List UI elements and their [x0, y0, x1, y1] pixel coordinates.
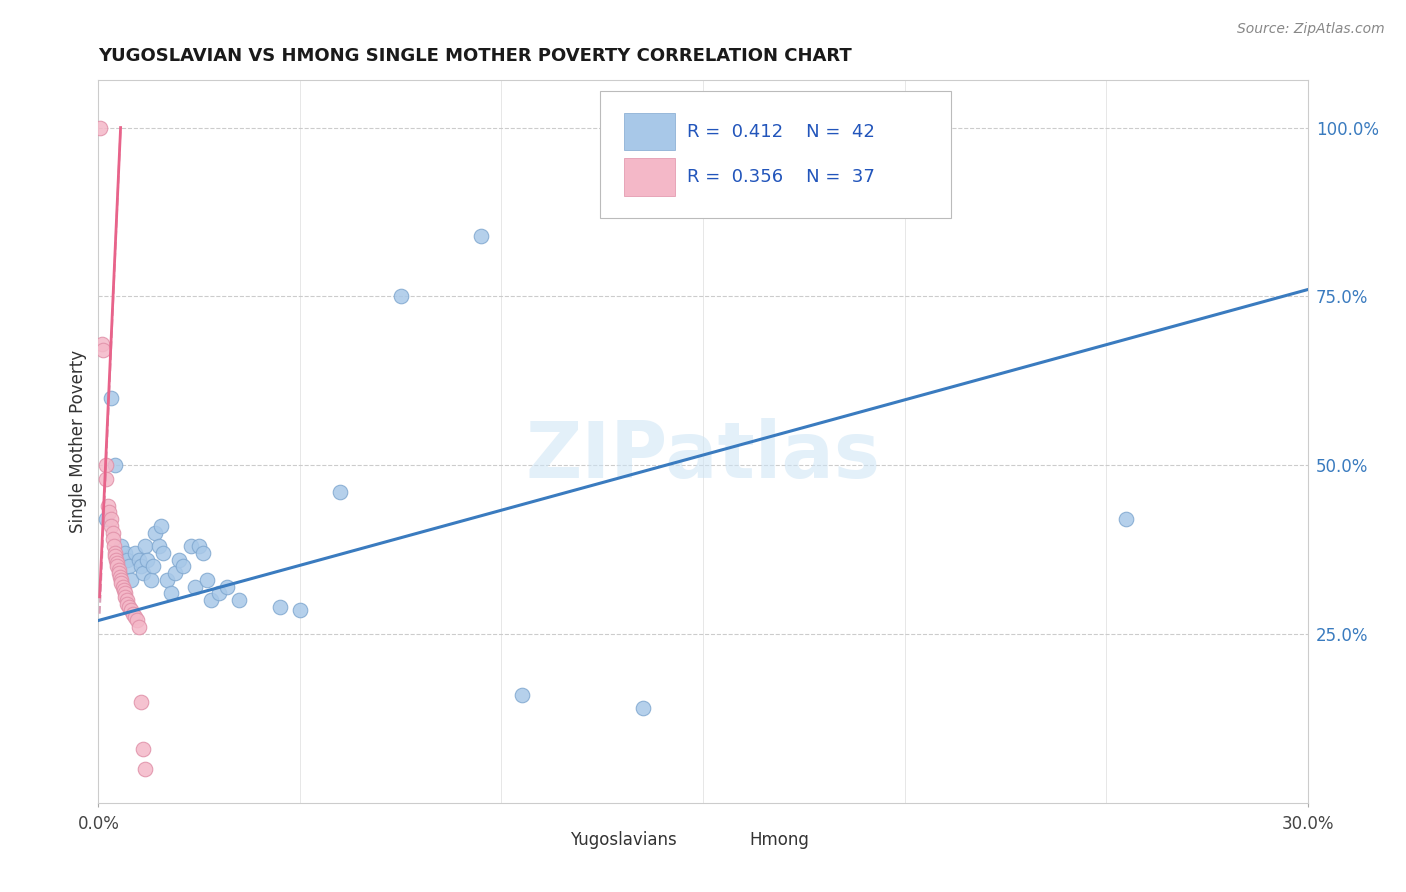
- Point: [124, 610, 146, 624]
- Point: [134, 539, 156, 553]
- Point: [108, 566, 131, 581]
- Text: Yugoslavians: Yugoslavians: [569, 831, 676, 849]
- Point: [108, 569, 131, 583]
- Point: [120, 573, 142, 587]
- Point: [163, 566, 186, 581]
- Point: [100, 519, 122, 533]
- Point: [124, 546, 146, 560]
- Point: [118, 559, 141, 574]
- Point: [135, 552, 157, 566]
- Point: [139, 573, 162, 587]
- Point: [184, 580, 207, 594]
- Point: [470, 228, 492, 243]
- Point: [103, 539, 125, 553]
- Point: [180, 539, 202, 553]
- Point: [269, 599, 291, 614]
- Text: ZIPatlas: ZIPatlas: [526, 418, 880, 494]
- Point: [110, 539, 132, 553]
- Point: [389, 289, 412, 303]
- Point: [91, 336, 114, 351]
- Point: [188, 539, 211, 553]
- Point: [132, 566, 155, 581]
- Point: [89, 120, 111, 135]
- Point: [105, 559, 128, 574]
- Point: [134, 762, 156, 776]
- Text: YUGOSLAVIAN VS HMONG SINGLE MOTHER POVERTY CORRELATION CHART: YUGOSLAVIAN VS HMONG SINGLE MOTHER POVER…: [98, 47, 852, 65]
- Point: [329, 485, 352, 500]
- Point: [114, 546, 136, 560]
- Point: [132, 741, 155, 756]
- Point: [1115, 512, 1137, 526]
- Point: [115, 593, 138, 607]
- Point: [160, 586, 183, 600]
- Point: [142, 559, 165, 574]
- Point: [208, 586, 231, 600]
- Point: [156, 573, 179, 587]
- Point: [110, 573, 132, 587]
- Point: [104, 552, 127, 566]
- Point: [94, 458, 117, 472]
- Point: [112, 583, 135, 598]
- Point: [103, 533, 125, 547]
- Y-axis label: Single Mother Poverty: Single Mother Poverty: [69, 350, 87, 533]
- Point: [91, 343, 114, 358]
- Point: [96, 472, 118, 486]
- Point: [143, 525, 166, 540]
- Point: [510, 688, 533, 702]
- Point: [103, 546, 125, 560]
- Text: R =  0.412    N =  42: R = 0.412 N = 42: [688, 122, 875, 141]
- Point: [100, 391, 122, 405]
- FancyBboxPatch shape: [707, 828, 745, 854]
- Point: [97, 499, 120, 513]
- Point: [101, 525, 124, 540]
- Point: [129, 694, 152, 708]
- Point: [115, 552, 138, 566]
- Point: [100, 512, 122, 526]
- Point: [118, 599, 141, 614]
- Point: [111, 580, 134, 594]
- Point: [200, 593, 222, 607]
- Text: Source: ZipAtlas.com: Source: ZipAtlas.com: [1237, 22, 1385, 37]
- Point: [193, 546, 215, 560]
- Point: [288, 603, 311, 617]
- Point: [148, 539, 170, 553]
- FancyBboxPatch shape: [600, 91, 950, 218]
- FancyBboxPatch shape: [526, 828, 564, 854]
- Point: [117, 597, 139, 611]
- Point: [103, 458, 125, 472]
- Point: [114, 586, 136, 600]
- Point: [94, 512, 117, 526]
- Point: [105, 556, 128, 570]
- Point: [121, 607, 143, 621]
- Text: R =  0.356    N =  37: R = 0.356 N = 37: [688, 168, 875, 186]
- Point: [631, 701, 654, 715]
- Point: [129, 559, 152, 574]
- Point: [128, 552, 150, 566]
- Point: [217, 580, 239, 594]
- Point: [104, 549, 127, 564]
- FancyBboxPatch shape: [624, 112, 675, 151]
- Point: [172, 559, 194, 574]
- Point: [125, 614, 148, 628]
- Point: [114, 590, 136, 604]
- Point: [152, 546, 174, 560]
- Point: [167, 552, 190, 566]
- Point: [107, 563, 129, 577]
- Point: [195, 573, 218, 587]
- Point: [228, 593, 250, 607]
- Point: [149, 519, 172, 533]
- Point: [120, 603, 142, 617]
- Point: [98, 505, 121, 519]
- Text: Hmong: Hmong: [749, 831, 808, 849]
- Point: [110, 576, 132, 591]
- Point: [128, 620, 150, 634]
- FancyBboxPatch shape: [624, 158, 675, 196]
